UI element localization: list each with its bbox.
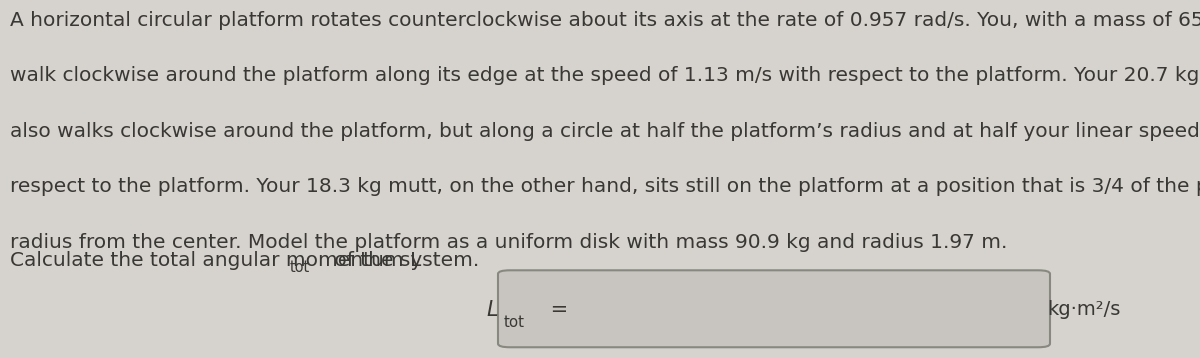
Text: Calculate the total angular momentum L: Calculate the total angular momentum L: [10, 251, 421, 270]
Text: respect to the platform. Your 18.3 kg mutt, on the other hand, sits still on the: respect to the platform. Your 18.3 kg mu…: [10, 177, 1200, 196]
FancyBboxPatch shape: [498, 270, 1050, 347]
Text: kg·m²/s: kg·m²/s: [1048, 300, 1121, 319]
Text: tot: tot: [504, 315, 526, 330]
Text: radius from the center. Model the platform as a uniform disk with mass 90.9 kg a: radius from the center. Model the platfo…: [10, 233, 1007, 252]
Text: =: =: [544, 300, 568, 320]
Text: A horizontal circular platform rotates counterclockwise about its axis at the ra: A horizontal circular platform rotates c…: [10, 11, 1200, 30]
Text: L: L: [486, 300, 498, 320]
Text: also walks clockwise around the platform, but along a circle at half the platfor: also walks clockwise around the platform…: [10, 122, 1200, 141]
Text: tot: tot: [289, 260, 310, 275]
Text: of the system.: of the system.: [328, 251, 479, 270]
Text: walk clockwise around the platform along its edge at the speed of 1.13 m/s with : walk clockwise around the platform along…: [10, 66, 1200, 85]
